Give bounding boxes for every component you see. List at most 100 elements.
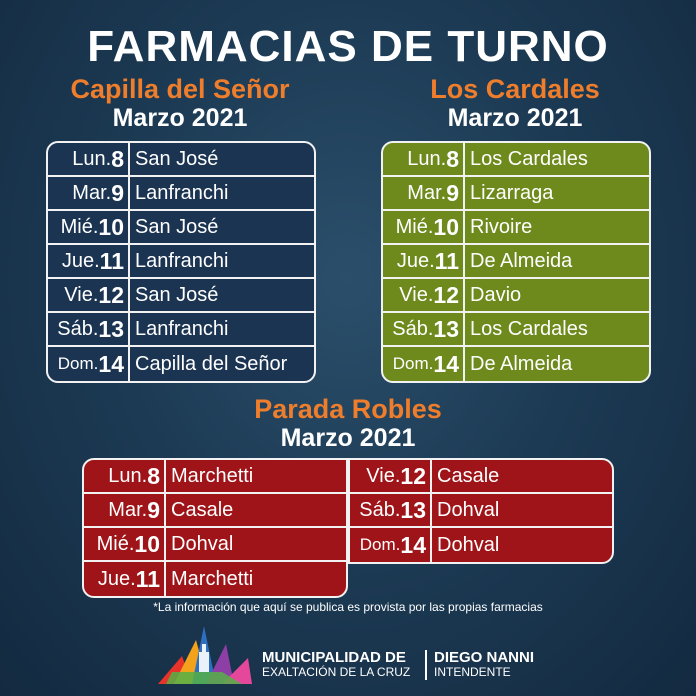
day-number: 9 xyxy=(446,179,459,206)
day-abbr: Dom. xyxy=(359,535,401,554)
pharmacy-cell: Dohval xyxy=(171,532,234,555)
pharmacy-cell: San José xyxy=(135,147,219,170)
municipality-line2: EXALTACIÓN DE LA CRUZ xyxy=(262,665,411,679)
table-row: Mié. 10 Dohval xyxy=(84,528,346,562)
day-abbr: Vie. xyxy=(366,464,401,487)
day-number: 10 xyxy=(433,213,459,240)
table-row: Sáb. 13 Dohval xyxy=(350,494,612,528)
day-number: 10 xyxy=(134,530,160,557)
day-abbr: Dom. xyxy=(392,354,434,373)
mayor-name: DIEGO NANNI INTENDENTE xyxy=(434,650,534,679)
table-row: Vie. 12 Davio xyxy=(383,279,649,313)
pharmacy-cell: Casale xyxy=(171,498,234,521)
footer-divider xyxy=(425,650,427,680)
day-abbr: Mar. xyxy=(407,181,447,204)
day-number: 11 xyxy=(135,565,160,592)
day-number: 12 xyxy=(98,281,124,308)
day-abbr: Jue. xyxy=(396,249,435,272)
table-row: Mar. 9 Lizarraga xyxy=(383,177,649,211)
day-abbr: Dom. xyxy=(57,354,99,373)
day-cell: Vie. 12 xyxy=(383,279,465,311)
section-header-cardales: Los Cardales Marzo 2021 xyxy=(380,74,650,132)
day-cell: Sáb. 13 xyxy=(383,313,465,345)
day-cell: Jue. 11 xyxy=(48,245,130,277)
day-number: 13 xyxy=(433,315,459,342)
day-number: 10 xyxy=(98,213,124,240)
month-label: Marzo 2021 xyxy=(280,424,416,452)
table-row: Mar. 9 Lanfranchi xyxy=(48,177,314,211)
day-number: 13 xyxy=(400,496,426,523)
mayor-line1: DIEGO NANNI xyxy=(434,649,535,666)
month-label: Marzo 2021 xyxy=(112,104,248,132)
day-number: 9 xyxy=(111,179,124,206)
disclaimer-footnote: *La información que aquí se publica es p… xyxy=(153,600,543,614)
schedule-table-cardales: Lun. 8 Los Cardales Mar. 9 Lizarraga Mié. 10 Riv… xyxy=(381,141,651,383)
day-abbr: Mié. xyxy=(60,215,99,238)
pharmacy-cell: Rivoire xyxy=(470,215,533,238)
day-abbr: Mar. xyxy=(108,498,148,521)
pharmacy-cell: Marchetti xyxy=(171,567,254,590)
day-cell: Dom. 14 xyxy=(383,347,465,381)
table-row: Mié. 10 Rivoire xyxy=(383,211,649,245)
table-row: Dom. 14 Capilla del Señor xyxy=(48,347,314,381)
pharmacy-cell: Lanfranchi xyxy=(135,249,229,272)
day-abbr: Sáb. xyxy=(392,317,434,340)
section-header-robles: Parada Robles Marzo 2021 xyxy=(200,394,496,452)
day-abbr: Lun. xyxy=(108,464,148,487)
day-cell: Vie. 12 xyxy=(350,460,432,492)
day-abbr: Vie. xyxy=(64,283,99,306)
table-row: Dom. 14 Dohval xyxy=(350,528,612,562)
table-row: Jue. 11 Marchetti xyxy=(84,562,346,596)
location-name: Capilla del Señor xyxy=(70,74,290,104)
municipality-name: MUNICIPALIDAD DE EXALTACIÓN DE LA CRUZ xyxy=(262,650,410,679)
day-abbr: Sáb. xyxy=(359,498,401,521)
day-abbr: Lun. xyxy=(407,147,447,170)
pharmacy-cell: San José xyxy=(135,215,219,238)
day-abbr: Jue. xyxy=(61,249,100,272)
table-row: Sáb. 13 Los Cardales xyxy=(383,313,649,347)
day-number: 11 xyxy=(434,247,459,274)
day-cell: Mié. 10 xyxy=(48,211,130,243)
day-number: 8 xyxy=(446,145,459,172)
municipality-line1: MUNICIPALIDAD DE xyxy=(262,649,406,666)
day-abbr: Vie. xyxy=(399,283,434,306)
day-number: 8 xyxy=(147,462,160,489)
pharmacy-cell: Capilla del Señor xyxy=(135,352,288,375)
day-number: 14 xyxy=(433,350,459,377)
day-cell: Dom. 14 xyxy=(350,528,432,562)
day-abbr: Mar. xyxy=(72,181,112,204)
table-row: Lun. 8 San José xyxy=(48,143,314,177)
day-cell: Lun. 8 xyxy=(84,460,166,492)
day-abbr: Mié. xyxy=(96,532,135,555)
pharmacy-cell: Casale xyxy=(437,464,500,487)
day-number: 13 xyxy=(98,315,124,342)
month-label: Marzo 2021 xyxy=(447,104,583,132)
day-number: 12 xyxy=(400,462,426,489)
day-cell: Mar. 9 xyxy=(84,494,166,526)
day-cell: Sáb. 13 xyxy=(350,494,432,526)
table-row: Jue. 11 De Almeida xyxy=(383,245,649,279)
table-row: Sáb. 13 Lanfranchi xyxy=(48,313,314,347)
table-row: Vie. 12 San José xyxy=(48,279,314,313)
pharmacy-cell: Davio xyxy=(470,283,522,306)
day-number: 14 xyxy=(98,350,124,377)
day-cell: Jue. 11 xyxy=(84,562,166,596)
pharmacy-cell: Dohval xyxy=(437,498,500,521)
day-number: 14 xyxy=(400,531,426,558)
pharmacy-cell: Marchetti xyxy=(171,464,254,487)
pharmacy-cell: Los Cardales xyxy=(470,317,588,340)
pharmacy-cell: San José xyxy=(135,283,219,306)
section-header-capilla: Capilla del Señor Marzo 2021 xyxy=(40,74,320,132)
day-cell: Sáb. 13 xyxy=(48,313,130,345)
page-title: FARMACIAS DE TURNO xyxy=(87,22,609,71)
pharmacy-cell: Lizarraga xyxy=(470,181,554,204)
table-row: Mié. 10 San José xyxy=(48,211,314,245)
table-row: Lun. 8 Marchetti xyxy=(84,460,346,494)
day-cell: Vie. 12 xyxy=(48,279,130,311)
pharmacy-cell: Los Cardales xyxy=(470,147,588,170)
day-cell: Lun. 8 xyxy=(383,143,465,175)
municipal-logo-icon xyxy=(158,626,252,684)
schedule-table-capilla: Lun. 8 San José Mar. 9 Lanfranchi Mié. 10 San Jo… xyxy=(46,141,316,383)
day-cell: Mié. 10 xyxy=(383,211,465,243)
location-name: Parada Robles xyxy=(254,394,442,424)
